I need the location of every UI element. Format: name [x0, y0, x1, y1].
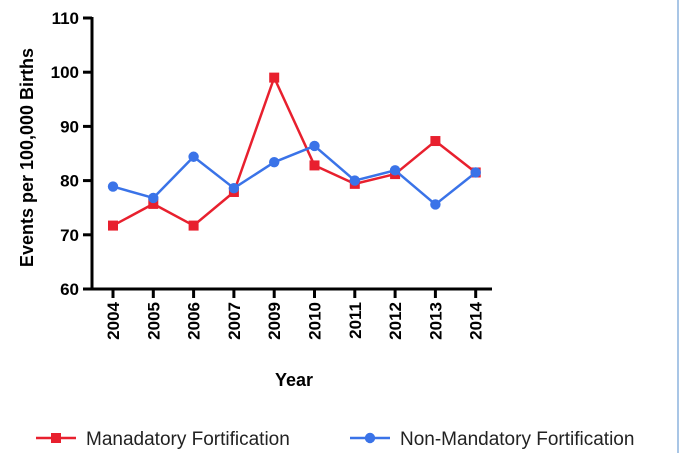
x-tick-label: 2012 [386, 302, 405, 340]
y-tick-label: 70 [60, 226, 79, 245]
x-ticks: 2004 2005 2006 2007 2009 2010 2011 2012 2013 2014 [104, 289, 486, 340]
legend: Manadatory Fortification Non-Mandatory Fo… [36, 429, 634, 450]
data-point-circle [470, 167, 481, 178]
legend-label: Manadatory Fortification [86, 429, 290, 450]
data-point-square [188, 220, 199, 231]
y-axis-title: Events per 100,000 Births [17, 48, 37, 267]
data-point-circle [188, 151, 199, 162]
x-tick-label: 2014 [467, 301, 486, 339]
data-point-square [430, 136, 441, 147]
x-tick-label: 2005 [144, 302, 163, 340]
y-tick-label: 100 [51, 63, 79, 82]
data-point-circle [148, 192, 159, 204]
x-tick-label: 2011 [346, 302, 365, 339]
data-point-square [148, 198, 159, 209]
data-point-square [309, 160, 320, 171]
legend-item-2: Non-Mandatory Fortification [350, 429, 634, 450]
y-tick-label: 110 [52, 9, 79, 28]
y-ticks: 60 70 80 90 100 110 [51, 9, 92, 299]
legend-item-1: Manadatory Fortification [36, 429, 290, 450]
data-point-circle [309, 140, 320, 152]
y-tick-label: 60 [60, 280, 79, 299]
axes [90, 17, 492, 291]
data-point-circle [269, 156, 280, 168]
x-tick-label: 2004 [104, 301, 123, 339]
x-tick-label: 2010 [306, 302, 325, 340]
data-point-circle [107, 181, 119, 192]
y-tick-label: 80 [60, 172, 79, 191]
legend-marker-square [51, 433, 61, 443]
x-tick-label: 2007 [225, 302, 244, 340]
x-axis-title: Year [275, 370, 313, 390]
y-tick-label: 90 [60, 117, 79, 136]
x-tick-label: 2006 [185, 302, 204, 340]
series-line [112, 144, 477, 206]
legend-label: Non-Mandatory Fortification [400, 429, 634, 450]
data-point-circle [228, 182, 240, 194]
data-point-circle [389, 165, 401, 176]
series-1 [108, 72, 481, 231]
series-2 [107, 140, 481, 210]
x-tick-label: 2009 [265, 302, 284, 340]
data-point-square [269, 72, 280, 83]
series-layer [107, 72, 481, 231]
legend-marker-circle [364, 432, 376, 444]
data-point-circle [430, 199, 441, 210]
series-line [112, 76, 477, 227]
data-point-square [108, 220, 118, 231]
data-point-circle [349, 175, 360, 186]
x-tick-label: 2013 [426, 302, 445, 340]
right-edge-rule [677, 0, 679, 453]
